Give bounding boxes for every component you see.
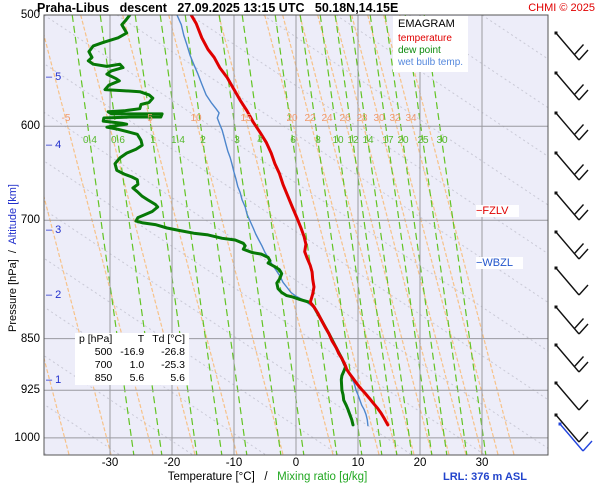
temperature-tick-label: -10 [225, 457, 243, 469]
adiabat-label: 28 [356, 113, 368, 124]
table-header-cell: Td [°C] [152, 333, 186, 345]
altitude-tick-label: ‒ 3 [46, 224, 62, 236]
mixing-ratio-label: 10 [332, 135, 344, 146]
copyright-text: CHMI © 2025 [528, 2, 595, 14]
wind-barb [554, 191, 589, 221]
mixing-ratio-label: 8 [315, 135, 321, 146]
wind-barb [554, 266, 589, 296]
mixing-ratio-label: 1 [150, 135, 156, 146]
adiabat-label: 10 [190, 113, 202, 124]
temperature-tick-label: 0 [292, 457, 300, 469]
table-cell: 500 [94, 346, 113, 358]
table-cell: 700 [94, 359, 113, 371]
legend-item-dew-point: dew point [398, 45, 441, 56]
pressure-tick-label: 600 [20, 120, 40, 133]
adiabat-label: 30 [373, 113, 385, 124]
adiabat-label: 34 [405, 113, 417, 124]
wind-barb [554, 71, 589, 101]
temperature-tick-label: -20 [163, 457, 181, 469]
wind-barb [554, 381, 589, 411]
altitude-tick-label: ‒ 2 [46, 289, 62, 301]
mixing-ratio-label: 20 [397, 135, 409, 146]
table-cell: 5.6 [170, 372, 186, 384]
table-cell: 1.0 [129, 359, 145, 371]
temperature-tick-label: 10 [351, 457, 365, 469]
x-axis-title-mixing-ratio: Mixing ratio [g/kg] [277, 471, 368, 483]
table-row: 850 5.6 5.6 [75, 372, 189, 385]
chart-legend: EMAGRAM temperature dew point wet bulb tem… [393, 16, 469, 72]
table-cell: 850 [94, 372, 113, 384]
wind-barb [554, 111, 589, 141]
adiabat-label: 5 [147, 113, 153, 124]
wind-barb [554, 151, 589, 181]
wind-barb [554, 343, 589, 373]
adiabat-label: 15 [240, 113, 252, 124]
legend-item-temperature: temperature [398, 33, 452, 44]
legend-item-wet-bulb-temp-: wet bulb temp. [398, 57, 464, 68]
x-axis-title-temperature: Temperature [°C] / [167, 471, 278, 483]
legend-title: EMAGRAM [398, 18, 455, 30]
mixing-ratio-label: 6 [290, 135, 296, 146]
mixing-ratio-label: 0.4 [83, 135, 97, 146]
mixing-ratio-label: 1.4 [171, 135, 185, 146]
adiabat-label: 32 [389, 113, 401, 124]
table-cell: 5.6 [129, 372, 145, 384]
table-cell: -25.3 [161, 359, 186, 371]
mixing-ratio-label: 0.6 [111, 135, 125, 146]
altitude-tick-label: ‒ 4 [46, 139, 62, 151]
temperature-curve [189, 15, 390, 427]
wind-barb [558, 422, 593, 452]
table-cell: -16.9 [120, 346, 145, 358]
wind-barb [554, 305, 589, 335]
lrl-label: LRL: 376 m ASL [443, 471, 527, 483]
adiabat-label: 20 [286, 113, 298, 124]
pressure-tick-label: 925 [20, 384, 40, 397]
pressure-tick-label: 700 [20, 214, 40, 227]
mixing-ratio-label: 25 [417, 135, 429, 146]
y-axis-title-pressure: Pressure [hPa] / [7, 244, 19, 332]
pressure-tick-label: 1000 [14, 431, 40, 444]
altitude-tick-label: ‒ 5 [46, 71, 62, 83]
wet-bulb-zero-marker: −WBZL [476, 257, 523, 269]
pressure-tick-label: 850 [20, 332, 40, 345]
mixing-ratio-label: 2 [200, 135, 206, 146]
adiabat-label: 22 [304, 113, 316, 124]
mixing-ratio-label: 30 [436, 135, 448, 146]
sounding-data-table: p [hPa] T Td [°C] 500 -16.9 -26.8 700 1.0 -25.3 8… [75, 333, 190, 385]
page-title: Praha-Libus descent 27.09.2025 13:15 UTC… [37, 1, 399, 15]
legend-items: temperature dew point wet bulb temp. [398, 33, 463, 69]
y-axis-title: Pressure [hPa] / Altitude [km] [7, 158, 21, 358]
table-header-cell: T [137, 333, 145, 345]
mixing-ratio-label: 14 [362, 135, 374, 146]
dew_point-curve [86, 15, 355, 427]
table-header-cell: p [hPa] [79, 333, 113, 345]
table-row: 500 -16.9 -26.8 [75, 346, 189, 359]
wind-barb [554, 230, 589, 260]
pressure-tick-label: 500 [20, 9, 40, 21]
mixing-ratio-label: 4 [257, 135, 263, 146]
altitude-tick-label: ‒ 1 [46, 374, 62, 386]
mixing-ratio-label: 17 [382, 135, 394, 146]
x-axis-title: Temperature [°C] / Mixing ratio [g/kg] [0, 471, 535, 483]
mixing-ratio-label: 3 [234, 135, 240, 146]
temperature-tick-label: 20 [413, 457, 427, 469]
wind-barb [554, 31, 589, 61]
temperature-tick-label: -30 [101, 457, 119, 469]
freezing-level-marker: −FZLV [476, 205, 519, 217]
adiabat-label: 24 [321, 113, 333, 124]
adiabat-label: -5 [61, 113, 71, 124]
table-row: 700 1.0 -25.3 [75, 359, 189, 372]
mixing-ratio-label: 12 [347, 135, 359, 146]
wind-barb [554, 413, 589, 443]
table-cell: -26.8 [161, 346, 186, 358]
adiabat-label: 26 [339, 113, 351, 124]
temperature-tick-label: 30 [475, 457, 489, 469]
